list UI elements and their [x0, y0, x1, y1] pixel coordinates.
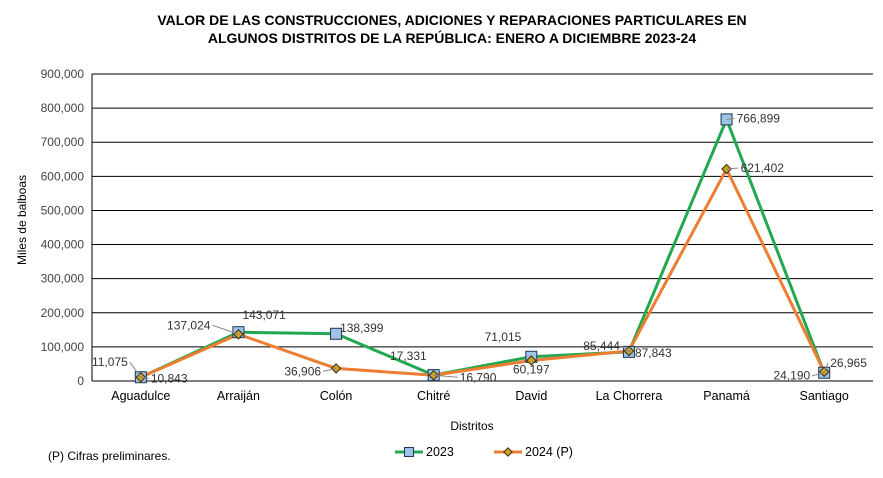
data-label: 60,197	[513, 362, 550, 376]
legend-label: 2024 (P)	[525, 445, 573, 459]
x-tick-label: Chitré	[417, 389, 450, 403]
x-tick-label: La Chorrera	[596, 389, 663, 403]
data-label-leader	[726, 167, 739, 170]
x-tick-label: David	[515, 389, 547, 403]
data-labels: 11,075 143,071 138,399 17,331 71,015 85,444 76…	[92, 111, 867, 385]
data-label-leader	[140, 376, 149, 379]
data-label: 10,843	[151, 371, 188, 385]
data-label-leader	[129, 361, 142, 378]
data-label: 16,790	[460, 370, 497, 384]
gridlines	[92, 73, 873, 348]
data-label-leader	[322, 367, 337, 372]
data-label: 71,015	[485, 330, 522, 344]
data-label: 11,075	[92, 355, 128, 369]
legend-marker-2024	[503, 447, 513, 457]
x-axis-label: Distritos	[450, 419, 493, 433]
legend-label: 2023	[426, 445, 454, 459]
data-label-leader	[726, 117, 735, 120]
series-line-2023	[140, 117, 826, 379]
data-label-leader	[433, 374, 458, 378]
data-label: 137,024	[167, 318, 211, 332]
y-tick-label: 300,000	[41, 272, 85, 286]
series-markers	[134, 113, 831, 384]
data-point-2024	[526, 355, 537, 366]
data-label: 85,444	[583, 339, 620, 353]
chart-title-line-1: VALOR DE LAS CONSTRUCCIONES, ADICIONES Y…	[157, 12, 746, 28]
y-axis-label: Miles de balboas	[15, 175, 29, 265]
axes	[91, 74, 873, 382]
x-tick-label: Colón	[320, 389, 353, 403]
series-lines	[140, 117, 826, 379]
x-tick-label: Santiago	[800, 389, 849, 403]
data-label-leader	[812, 372, 825, 377]
data-label-leader	[823, 362, 829, 373]
y-tick-label: 0	[77, 374, 84, 388]
data-label: 621,402	[741, 161, 785, 175]
legend-marker-2023	[404, 447, 414, 457]
y-tick-label: 600,000	[41, 169, 85, 183]
legend: 2023 2024 (P)	[395, 445, 573, 459]
y-tick-label: 900,000	[41, 67, 85, 81]
data-label: 24,190	[773, 369, 810, 383]
data-label-leader	[628, 350, 634, 354]
y-tick-label: 500,000	[41, 203, 85, 217]
chart-title-line-2: ALGUNOS DISTRITOS DE LA REPÚBLICA: ENERO…	[208, 29, 696, 46]
y-axis-ticks: 0 100,000 200,000 300,000 400,000 500,000 600,…	[41, 67, 85, 388]
data-label: 36,906	[284, 364, 321, 378]
x-axis-categories: Aguadulce Arraiján Colón Chitré David La Chor…	[111, 389, 849, 403]
data-point-2023	[330, 327, 343, 340]
x-tick-label: Arraiján	[217, 389, 260, 403]
y-tick-label: 700,000	[41, 135, 85, 149]
y-tick-label: 400,000	[41, 238, 85, 252]
series-line-2024	[140, 167, 826, 379]
data-label: 17,331	[390, 349, 427, 363]
y-tick-label: 100,000	[41, 340, 85, 354]
data-label: 87,843	[635, 346, 672, 360]
x-tick-label: Aguadulce	[111, 389, 170, 403]
data-label: 766,899	[737, 111, 781, 125]
data-label-leader	[212, 324, 239, 335]
y-tick-label: 200,000	[41, 306, 85, 320]
data-label: 138,399	[340, 321, 384, 335]
footnote: (P) Cifras preliminares.	[48, 449, 171, 463]
data-label-leader	[621, 345, 630, 353]
y-tick-label: 800,000	[41, 101, 85, 115]
data-label: 143,071	[242, 308, 286, 322]
x-tick-label: Panamá	[703, 389, 750, 403]
data-label: 26,965	[830, 356, 867, 370]
